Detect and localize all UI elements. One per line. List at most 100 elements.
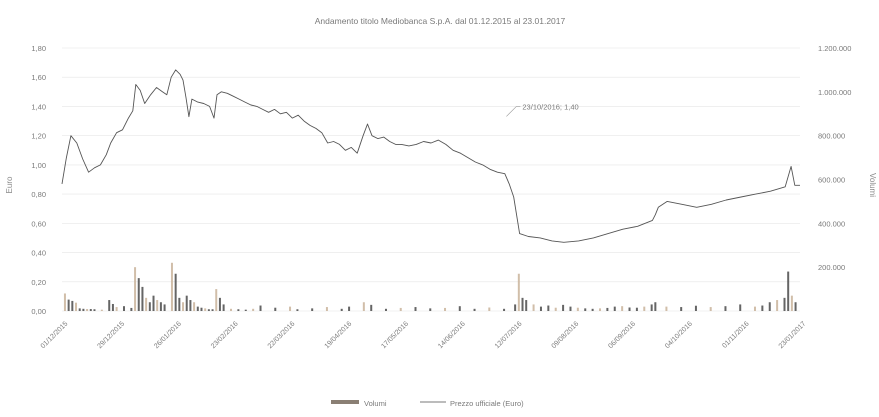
volume-bar (761, 305, 764, 311)
right-axis-tick-label: 800.000 (818, 132, 845, 141)
volume-bar (628, 307, 631, 311)
volume-bar (517, 273, 520, 311)
legend-label-price: Prezzo ufficiale (Euro) (450, 399, 524, 408)
chart-title: Andamento titolo Mediobanca S.p.A. dal 0… (315, 16, 566, 26)
volume-bar (680, 307, 683, 311)
volume-bar (584, 308, 587, 311)
right-axis-tick-label: 600.000 (818, 176, 845, 185)
right-axis-tick-label: 400.000 (818, 219, 845, 228)
volume-bar (694, 305, 697, 311)
x-axis-tick-label: 22/03/2016 (267, 320, 297, 350)
volume-bar (108, 300, 111, 311)
volume-bars (63, 262, 797, 311)
price-annotation: 23/10/2016; 1,40 (506, 102, 579, 117)
volume-bar (82, 308, 85, 311)
volume-bar (130, 307, 133, 311)
volume-bar (650, 304, 653, 311)
volume-bar (156, 300, 159, 311)
volume-bar (170, 262, 173, 311)
volume-bar (89, 309, 92, 311)
volume-bar (137, 278, 140, 311)
volume-bar (289, 306, 292, 311)
volume-bar (182, 302, 185, 311)
volume-bar (189, 300, 192, 311)
volume-bar (207, 309, 210, 311)
volume-bar (525, 300, 528, 311)
volume-bar (787, 271, 790, 311)
volume-bar (370, 304, 373, 311)
volume-bar (739, 304, 742, 311)
volume-bar (200, 307, 203, 311)
volume-bar (794, 302, 797, 311)
volume-bar (230, 308, 233, 311)
volume-bar (93, 309, 96, 311)
x-axis-tick-label: 19/04/2016 (324, 320, 354, 350)
x-axis-tick-label: 23/02/2016 (210, 320, 240, 350)
annotation-leader (506, 106, 517, 117)
volume-bar (141, 286, 144, 311)
right-axis-tick-label: 200.000 (818, 263, 845, 272)
volume-bar (340, 308, 343, 311)
volume-bar (274, 307, 277, 311)
left-axis-tick-label: 0,80 (31, 190, 46, 199)
volume-bar (665, 306, 668, 311)
volume-bar (174, 273, 177, 311)
x-axis-tick-labels: 01/12/2015 29/12/2015 26/01/2016 23/02/2016… (40, 320, 808, 350)
volume-bar (473, 308, 476, 311)
volume-bar (790, 295, 793, 311)
left-axis-tick-label: 0,60 (31, 219, 46, 228)
volume-bar (399, 307, 402, 311)
volume-bar (654, 302, 657, 311)
volume-bar (613, 306, 616, 311)
volume-bar (122, 306, 125, 311)
volume-bar (444, 307, 447, 311)
volume-bar (532, 304, 535, 311)
volume-bar (521, 297, 524, 311)
volume-bar (514, 304, 517, 311)
volume-bar (783, 297, 786, 311)
volume-bar (311, 308, 314, 311)
volume-bar (296, 309, 299, 311)
volume-bar (635, 307, 638, 311)
volume-bar (86, 309, 89, 311)
volume-bar (218, 297, 221, 311)
left-axis-ticks: 0,00 0,20 0,40 0,60 0,80 1,00 1,20 1,40 1,60 1,80 (31, 44, 46, 316)
left-axis-tick-label: 1,60 (31, 73, 46, 82)
volume-bar (75, 302, 78, 311)
volume-bar (621, 306, 624, 311)
volume-bar (547, 305, 550, 311)
volume-bar (569, 306, 572, 311)
x-axis-tick-label: 06/09/2016 (607, 320, 637, 350)
x-axis-tick-label: 26/01/2016 (153, 320, 183, 350)
left-axis-tick-label: 1,80 (31, 44, 46, 53)
volume-bar (163, 304, 166, 311)
volume-bar (211, 309, 214, 311)
volume-bar (185, 295, 188, 311)
volume-bar (78, 308, 81, 311)
volume-bar (63, 293, 66, 311)
x-axis-tick-label: 23/01/2017 (778, 320, 808, 350)
gridlines (62, 47, 800, 312)
volume-bar (134, 267, 137, 311)
volume-bar (503, 308, 506, 311)
x-axis-tick-label: 09/08/2016 (551, 320, 581, 350)
x-axis-tick-label: 14/06/2016 (437, 320, 467, 350)
volume-bar (348, 306, 351, 311)
volume-bar (252, 308, 255, 311)
left-axis-tick-label: 0,00 (31, 307, 46, 316)
volume-bar (362, 302, 365, 311)
volume-bar (488, 307, 491, 311)
volume-bar (562, 304, 565, 311)
volume-bar (768, 302, 771, 311)
volume-bar (115, 307, 118, 311)
x-axis-tick-label: 01/12/2015 (40, 320, 70, 350)
left-axis-tick-label: 1,00 (31, 161, 46, 170)
volume-bar (145, 297, 148, 311)
volume-bar (576, 307, 579, 311)
right-axis-tick-label: 1.200.000 (818, 44, 851, 53)
right-axis-label: Volumi (868, 173, 877, 197)
legend-label-volumi: Volumi (364, 399, 387, 408)
x-axis-tick-label: 04/10/2016 (664, 320, 694, 350)
volume-bar (384, 308, 387, 311)
